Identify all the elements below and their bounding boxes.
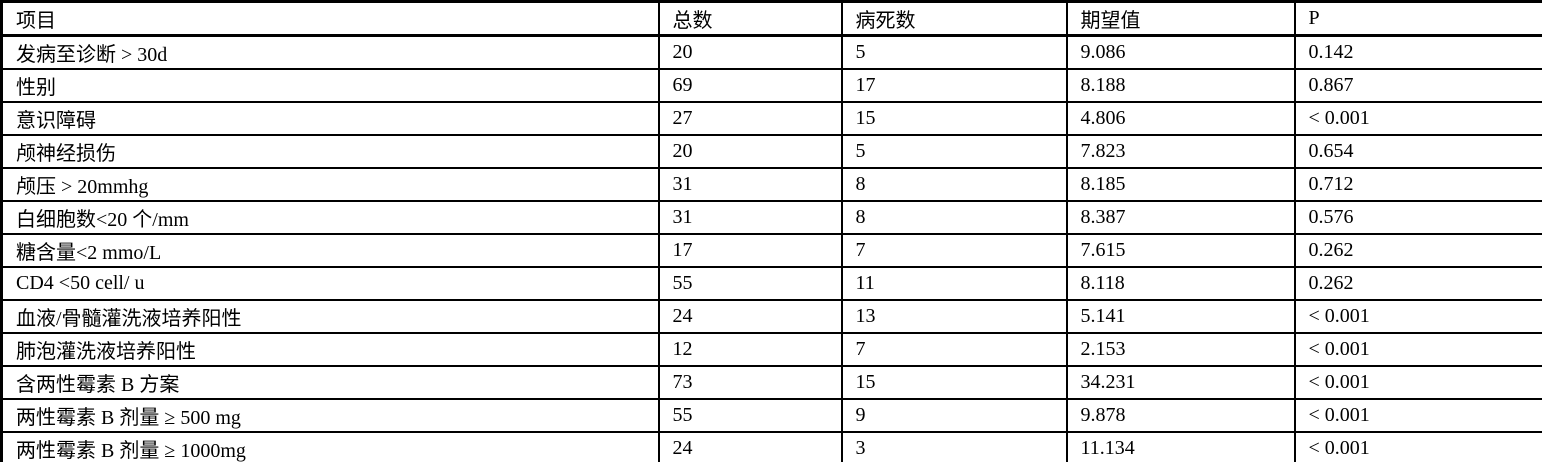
row-label-cell: 颅神经损伤 bbox=[0, 134, 660, 169]
table-row: 性别 69 17 8.188 0.867 bbox=[0, 68, 1542, 103]
data-cell: < 0.001 bbox=[1293, 365, 1542, 400]
table-row: CD4 <50 cell/ u 55 11 8.118 0.262 bbox=[0, 266, 1542, 301]
row-label-cell: 糖含量<2 mmo/L bbox=[0, 233, 660, 268]
data-cell: 24 bbox=[657, 431, 843, 462]
data-cell: 20 bbox=[657, 34, 843, 70]
table-row: 两性霉素 B 剂量 ≥ 1000mg 24 3 11.134 < 0.001 bbox=[0, 431, 1542, 462]
data-cell: 34.231 bbox=[1065, 365, 1296, 400]
row-label-cell: 两性霉素 B 剂量 ≥ 500 mg bbox=[0, 398, 660, 433]
data-cell: 13 bbox=[840, 299, 1068, 334]
data-cell: 5.141 bbox=[1065, 299, 1296, 334]
data-cell: 9.878 bbox=[1065, 398, 1296, 433]
table-row: 肺泡灌洗液培养阳性 12 7 2.153 < 0.001 bbox=[0, 332, 1542, 367]
data-cell: 55 bbox=[657, 398, 843, 433]
data-cell: 8.188 bbox=[1065, 68, 1296, 103]
column-header: 项目 bbox=[0, 0, 660, 37]
data-cell: 3 bbox=[840, 431, 1068, 462]
data-cell: 12 bbox=[657, 332, 843, 367]
data-cell: 0.867 bbox=[1293, 68, 1542, 103]
row-label-cell: 发病至诊断 > 30d bbox=[0, 34, 660, 70]
data-cell: 24 bbox=[657, 299, 843, 334]
column-header: 期望值 bbox=[1065, 0, 1296, 37]
row-label-cell: 白细胞数<20 个/mm bbox=[0, 200, 660, 235]
data-cell: 15 bbox=[840, 365, 1068, 400]
data-cell: 8.118 bbox=[1065, 266, 1296, 301]
row-label-cell: 颅压 > 20mmhg bbox=[0, 167, 660, 202]
data-cell: < 0.001 bbox=[1293, 332, 1542, 367]
data-cell: 31 bbox=[657, 167, 843, 202]
data-cell: 17 bbox=[657, 233, 843, 268]
data-cell: 11 bbox=[840, 266, 1068, 301]
table-row: 意识障碍 27 15 4.806 < 0.001 bbox=[0, 101, 1542, 136]
data-cell: 17 bbox=[840, 68, 1068, 103]
data-cell: 73 bbox=[657, 365, 843, 400]
table-row: 含两性霉素 B 方案 73 15 34.231 < 0.001 bbox=[0, 365, 1542, 400]
table-row: 颅压 > 20mmhg 31 8 8.185 0.712 bbox=[0, 167, 1542, 202]
row-label-cell: 血液/骨髓灌洗液培养阳性 bbox=[0, 299, 660, 334]
table-row: 发病至诊断 > 30d 20 5 9.086 0.142 bbox=[0, 34, 1542, 70]
row-label-cell: 两性霉素 B 剂量 ≥ 1000mg bbox=[0, 431, 660, 462]
data-cell: 31 bbox=[657, 200, 843, 235]
data-cell: 7 bbox=[840, 332, 1068, 367]
header-row: 项目 总数 病死数 期望值 P bbox=[0, 0, 1542, 37]
data-cell: 8.387 bbox=[1065, 200, 1296, 235]
row-label-cell: 意识障碍 bbox=[0, 101, 660, 136]
table-body: 发病至诊断 > 30d 20 5 9.086 0.142 性别 69 17 8.188 0.867… bbox=[0, 34, 1542, 462]
column-header: P bbox=[1293, 0, 1542, 37]
table-row: 糖含量<2 mmo/L 17 7 7.615 0.262 bbox=[0, 233, 1542, 268]
data-cell: 69 bbox=[657, 68, 843, 103]
row-label-cell: 性别 bbox=[0, 68, 660, 103]
table-row: 血液/骨髓灌洗液培养阳性 24 13 5.141 < 0.001 bbox=[0, 299, 1542, 334]
column-header: 病死数 bbox=[840, 0, 1068, 37]
data-cell: 15 bbox=[840, 101, 1068, 136]
data-cell: 8 bbox=[840, 167, 1068, 202]
column-header: 总数 bbox=[657, 0, 843, 37]
data-cell: 11.134 bbox=[1065, 431, 1296, 462]
data-cell: 0.262 bbox=[1293, 266, 1542, 301]
row-label-cell: CD4 <50 cell/ u bbox=[0, 266, 660, 301]
data-cell: < 0.001 bbox=[1293, 299, 1542, 334]
data-cell: 8.185 bbox=[1065, 167, 1296, 202]
data-cell: 55 bbox=[657, 266, 843, 301]
row-label-cell: 含两性霉素 B 方案 bbox=[0, 365, 660, 400]
row-label-cell: 肺泡灌洗液培养阳性 bbox=[0, 332, 660, 367]
data-cell: 7 bbox=[840, 233, 1068, 268]
table-row: 颅神经损伤 20 5 7.823 0.654 bbox=[0, 134, 1542, 169]
data-cell: < 0.001 bbox=[1293, 431, 1542, 462]
data-cell: 4.806 bbox=[1065, 101, 1296, 136]
data-cell: 8 bbox=[840, 200, 1068, 235]
data-cell: 0.576 bbox=[1293, 200, 1542, 235]
data-cell: 9.086 bbox=[1065, 34, 1296, 70]
data-cell: 0.712 bbox=[1293, 167, 1542, 202]
data-cell: < 0.001 bbox=[1293, 398, 1542, 433]
data-cell: 0.142 bbox=[1293, 34, 1542, 70]
data-cell: 0.654 bbox=[1293, 134, 1542, 169]
data-cell: 7.615 bbox=[1065, 233, 1296, 268]
data-cell: 20 bbox=[657, 134, 843, 169]
table-row: 白细胞数<20 个/mm 31 8 8.387 0.576 bbox=[0, 200, 1542, 235]
data-cell: 5 bbox=[840, 134, 1068, 169]
data-cell: 9 bbox=[840, 398, 1068, 433]
data-cell: 2.153 bbox=[1065, 332, 1296, 367]
data-cell: 5 bbox=[840, 34, 1068, 70]
data-cell: < 0.001 bbox=[1293, 101, 1542, 136]
data-cell: 7.823 bbox=[1065, 134, 1296, 169]
data-cell: 27 bbox=[657, 101, 843, 136]
table-row: 两性霉素 B 剂量 ≥ 500 mg 55 9 9.878 < 0.001 bbox=[0, 398, 1542, 433]
data-cell: 0.262 bbox=[1293, 233, 1542, 268]
